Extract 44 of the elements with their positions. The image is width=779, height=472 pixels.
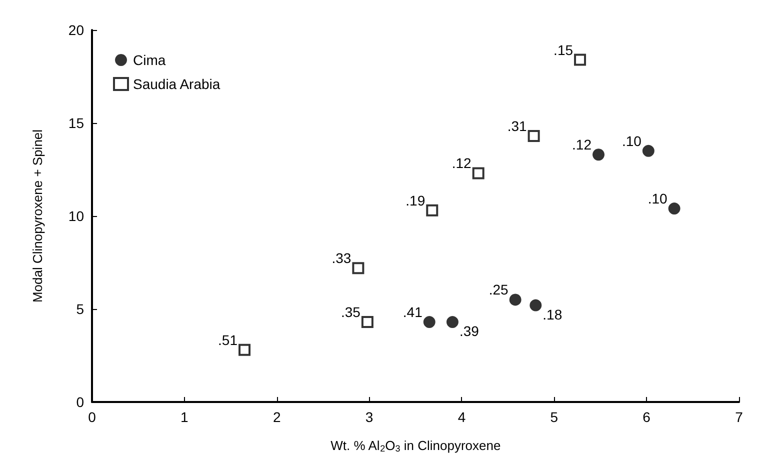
annotation: .10	[622, 132, 642, 149]
y-tick-label: 10	[68, 208, 84, 224]
point	[423, 316, 436, 328]
annotation: .33	[332, 250, 352, 266]
annotation: .25	[488, 282, 509, 298]
annotation: .39	[459, 323, 480, 340]
point	[592, 148, 605, 161]
point	[668, 202, 680, 215]
point	[238, 344, 251, 356]
annotation: .12	[452, 155, 472, 172]
x-tick-label: 3	[365, 409, 374, 425]
point	[642, 144, 654, 157]
point	[352, 262, 364, 274]
x-tick-label: 4	[458, 409, 466, 425]
y-axis-title: Modal Clinopyroxene + Spinel	[30, 129, 45, 303]
point	[528, 130, 540, 142]
annotation: .51	[218, 332, 238, 348]
point	[509, 294, 522, 306]
annotation: .35	[340, 304, 361, 320]
x-tick-label: 1	[180, 409, 189, 425]
x-tick-label: 7	[735, 409, 744, 425]
y-tick-label: 15	[68, 115, 84, 131]
point	[361, 316, 374, 328]
annotation: .18	[542, 306, 562, 322]
point	[446, 316, 458, 328]
x-tick-label: 0	[88, 409, 96, 425]
x-tick-label: 5	[550, 409, 558, 425]
y-tick-label: 20	[68, 22, 84, 38]
annotation: .19	[406, 192, 426, 208]
legend-label: Cima	[133, 52, 166, 68]
annotation: .10	[648, 190, 668, 207]
point	[426, 204, 438, 216]
annotation: .15	[554, 42, 574, 58]
x-tick-label: 2	[272, 409, 281, 425]
point	[574, 54, 586, 66]
legend-label: Saudia Arabia	[133, 76, 220, 92]
point	[472, 167, 484, 180]
annotation: .31	[507, 118, 528, 134]
y-tick-label: 5	[76, 301, 84, 317]
point	[530, 299, 542, 312]
annotation: .12	[572, 136, 592, 153]
x-tick-label: 6	[642, 409, 651, 425]
y-tick-label: 0	[76, 394, 84, 410]
annotation: .41	[402, 304, 423, 320]
